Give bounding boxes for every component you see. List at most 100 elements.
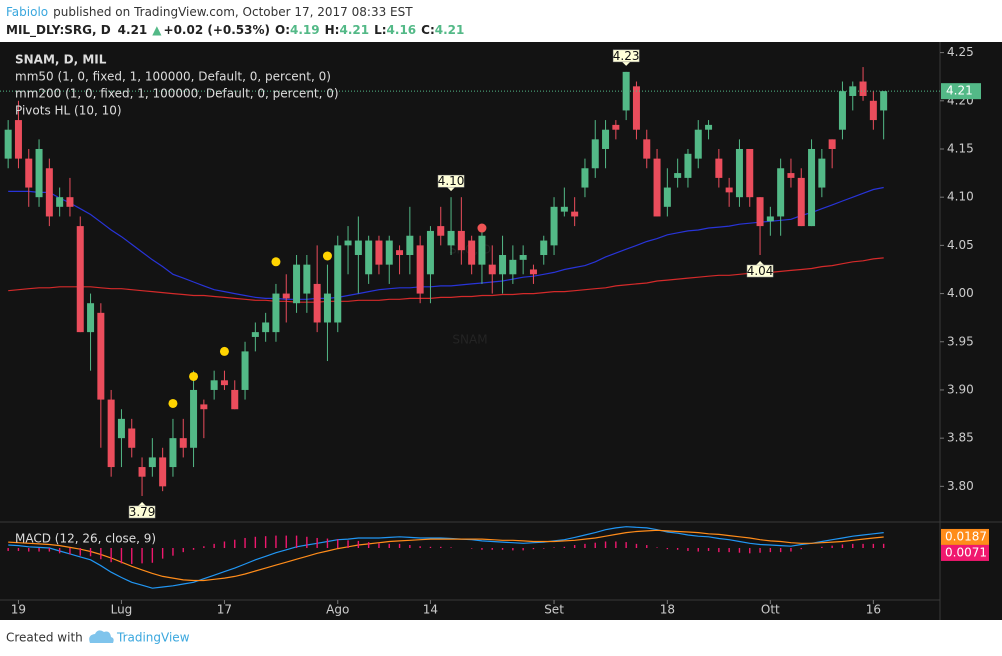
candle-body [169,438,177,468]
watermark: SNAM [452,333,487,347]
y-tick-label: 4.05 [947,238,974,252]
candle-body [478,235,486,265]
candle-body [35,148,43,198]
candle-body [808,148,816,227]
candle-body [313,283,321,323]
candle-body [632,86,640,130]
candle-body [550,206,558,246]
plot: SRG, DSNAM3.803.853.903.954.004.054.104.… [0,45,989,617]
pivot-box [746,264,774,278]
legend-entry: Pivots HL (10, 10) [15,104,122,118]
candle-body [14,120,22,159]
candle-body [643,139,651,159]
x-tick-label: 18 [660,603,675,617]
candle-body [529,269,537,275]
change: +0.02 (+0.53%) [164,23,271,37]
candle-body [190,389,198,448]
candle-body [519,255,527,260]
author[interactable]: Fabiolo [6,5,48,19]
candle-body [581,168,589,188]
axis-value-label: 0.0187 [945,529,987,543]
pivot-box [437,174,465,188]
pane-title: MACD (12, 26, close, 9) [15,532,156,546]
candle-body [396,250,404,256]
signal-dot [219,346,229,356]
signal-dot [168,398,178,408]
ohlc-label: O: [275,23,290,37]
macd-line [8,529,884,582]
candle-body [365,240,373,275]
candle-body [715,158,723,178]
symbol-line: MIL_DLY:SRG, D 4.21 ▲ +0.02 (+0.53%) O:4.19 H… [6,23,464,38]
header-bg [0,0,1002,42]
y-tick-label: 4.10 [947,190,974,204]
axis-value-box [941,544,989,561]
published: published on TradingView.com, October 17… [53,5,413,19]
ohlc-value: 4.21 [435,23,465,37]
ohlc-value: 4.16 [387,23,417,37]
signal-dot [189,371,199,381]
arrow: ▲ [152,23,162,37]
x-tick-label: 14 [423,603,438,617]
candle-body [612,124,620,130]
footer-bg [0,620,1002,656]
candle-body [735,148,743,198]
candle-body [746,148,754,198]
pivot-box [612,49,640,63]
candle-body [869,100,877,121]
candle-body [282,293,290,299]
candle-body [787,173,795,178]
candle-body [426,230,434,275]
candle-body [344,240,352,246]
candle-body [591,139,599,169]
candle-body [25,158,33,188]
signal-dot [322,251,332,261]
x-tick-label: Lug [111,603,133,617]
pivot-box [128,505,156,519]
candle-body [797,177,805,227]
candle-body [138,467,146,477]
signal-dot [477,223,487,233]
candle-body [766,216,774,222]
legend-entry: mm200 (1, 0, fixed, 1, 100000, Default, … [15,87,339,101]
candle-body [818,158,826,188]
signal-dot [271,257,281,267]
candle-body [159,457,167,487]
candle-body [838,91,846,130]
candle-body [97,312,105,400]
candle-body [447,230,455,246]
candle-body [334,245,342,323]
pivot-pointer [138,501,147,506]
candle-body [56,197,64,207]
candle-body [725,187,733,193]
x-tick-label: Set [544,603,564,617]
candle-body [128,428,136,448]
candle-body [241,351,249,390]
candle-body [468,240,476,265]
y-tick-label: 4.15 [947,141,974,155]
candle-body [653,158,661,217]
ohlc-label: L: [374,23,386,37]
candle-body [880,91,888,111]
candle-body [499,255,507,275]
candle-body [262,322,270,333]
candle-body [622,71,630,111]
candle-body [406,235,414,256]
footer-text: Created with [6,631,83,645]
candle-body [385,240,393,265]
candle-body [251,332,259,337]
pivot-label: 4.23 [613,49,640,63]
candle-body [674,173,682,178]
symbol: MIL_DLY:SRG, D [6,23,111,38]
footer-brand[interactable]: TradingView [116,631,190,645]
moving-average [8,257,884,303]
candle-body [231,389,239,410]
candle-body [107,399,115,468]
y-tick-label: 3.85 [947,431,974,445]
legend-entry: mm50 (1, 0, fixed, 1, 100000, Default, 0… [15,70,331,84]
candle-body [4,129,12,159]
candle-body [45,168,53,217]
axis-value-label: 0.0071 [945,545,987,559]
pivot-pointer [756,261,765,266]
candle-body [76,226,84,333]
